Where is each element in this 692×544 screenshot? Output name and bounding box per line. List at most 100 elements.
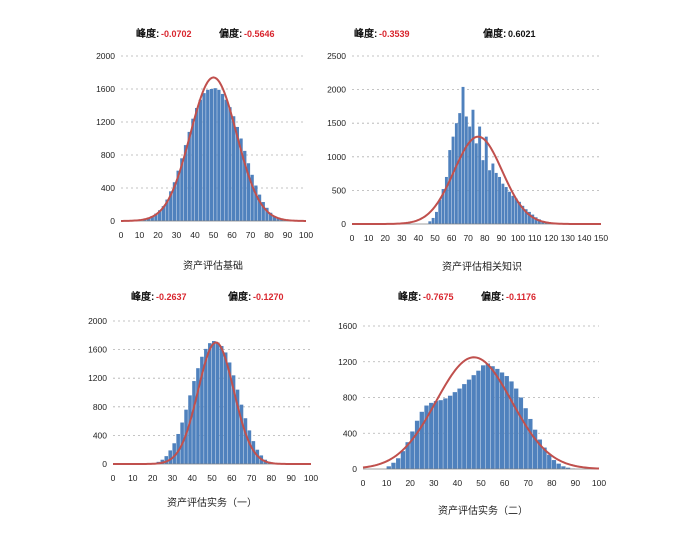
- histogram-bar: [187, 131, 191, 221]
- y-tick-label: 400: [101, 183, 115, 193]
- histogram-bar: [202, 93, 206, 221]
- y-tick-label: 1600: [96, 84, 115, 94]
- y-tick-label: 1200: [96, 117, 115, 127]
- x-axis-label: 资产评估基础: [183, 259, 243, 272]
- histogram-bar: [490, 366, 495, 469]
- x-tick-label: 40: [190, 230, 200, 240]
- histogram-bar: [168, 450, 172, 464]
- x-tick-label: 20: [380, 233, 390, 243]
- skewness-value: 0.6021: [508, 29, 536, 39]
- histogram-bar: [165, 199, 169, 221]
- x-axis-label: 资产评估实务（一）: [167, 496, 257, 509]
- x-tick-label: 0: [119, 230, 124, 240]
- skewness-value: -0.1176: [506, 292, 536, 302]
- x-tick-label: 90: [283, 230, 293, 240]
- histogram-bar: [504, 376, 509, 469]
- histogram-bar: [419, 411, 424, 469]
- histogram-bar: [223, 352, 228, 464]
- histogram-bar: [213, 88, 217, 221]
- x-tick-label: 100: [304, 473, 318, 483]
- kurtosis-value: -0.2637: [156, 292, 187, 302]
- histogram-bar: [534, 217, 538, 224]
- histogram-bar: [254, 185, 258, 221]
- x-tick-label: 80: [480, 233, 490, 243]
- chart-panel-1: 峰度: -0.0702 偏度: -0.5646 0 400 800 1200 1600 2000 0…: [96, 27, 313, 272]
- y-tick-label: 2000: [96, 51, 115, 61]
- histogram-bar: [428, 221, 432, 224]
- histogram-bar: [231, 375, 236, 464]
- histogram-bar: [246, 163, 251, 221]
- y-tick-label: 0: [110, 216, 115, 226]
- histogram-bar: [196, 368, 200, 464]
- histogram-bar: [504, 187, 508, 224]
- histogram-bar: [501, 183, 505, 224]
- y-tick-label: 0: [352, 464, 357, 474]
- x-tick-label: 70: [463, 233, 473, 243]
- skewness-label: 偏度:: [228, 290, 251, 303]
- histogram-bar: [457, 388, 462, 469]
- histogram-bar: [435, 211, 438, 224]
- histogram-bar: [521, 205, 525, 224]
- histogram-bar: [468, 126, 472, 224]
- y-tick-label: 1200: [338, 357, 357, 367]
- histogram-bar: [265, 207, 269, 221]
- normal-curve: [362, 356, 600, 470]
- histogram-bar: [198, 99, 202, 221]
- kurtosis-value: -0.0702: [161, 29, 192, 39]
- histogram-bar: [188, 395, 192, 464]
- x-tick-label: 80: [267, 473, 277, 483]
- histogram-bar: [531, 214, 535, 224]
- kurtosis-value: -0.3539: [379, 29, 410, 39]
- x-tick-label: 20: [405, 478, 415, 488]
- x-tick-label: 110: [528, 233, 542, 243]
- histogram-bar: [200, 356, 204, 464]
- histogram-bar: [466, 379, 472, 469]
- histogram-bar: [495, 368, 500, 469]
- histogram-bar: [541, 221, 545, 224]
- histogram-bar: [471, 375, 476, 469]
- x-tick-label: 120: [544, 233, 558, 243]
- histogram-bar: [441, 189, 445, 224]
- x-tick-label: 90: [497, 233, 507, 243]
- histogram-bar: [451, 136, 455, 224]
- histogram-bar: [220, 93, 225, 221]
- x-tick-label: 100: [299, 230, 313, 240]
- x-tick-label: 90: [286, 473, 296, 483]
- x-tick-label: 10: [128, 473, 138, 483]
- histogram-bar: [247, 430, 252, 464]
- x-tick-label: 130: [561, 233, 575, 243]
- x-tick-label: 30: [168, 473, 178, 483]
- histogram-bar: [195, 107, 199, 221]
- x-tick-label: 60: [447, 233, 457, 243]
- histogram-bar: [447, 395, 453, 469]
- histogram-bar: [518, 397, 524, 469]
- x-tick-label: 30: [397, 233, 407, 243]
- histogram-bar: [161, 206, 165, 221]
- x-tick-label: 50: [430, 233, 440, 243]
- kurtosis-value: -0.7675: [423, 292, 454, 302]
- normal-curve: [120, 76, 307, 222]
- histogram-bar: [172, 443, 176, 464]
- histogram-bar: [528, 418, 533, 469]
- histogram-bar: [537, 439, 542, 469]
- x-tick-label: 50: [207, 473, 217, 483]
- histogram-bar: [227, 362, 232, 464]
- histogram-bar: [511, 195, 515, 224]
- skewness-value: -0.1270: [253, 292, 284, 302]
- histogram-bar: [494, 172, 498, 224]
- histogram-bar: [485, 363, 491, 469]
- histogram-bar: [429, 402, 434, 469]
- chart-panel-2: 峰度: -0.3539 偏度: 0.6021 0 500 1000 1500 2000 2500 0…: [327, 27, 608, 273]
- histogram-bar: [191, 118, 195, 221]
- histogram-bar: [561, 466, 566, 469]
- histogram-bar: [481, 365, 486, 469]
- x-tick-label: 10: [382, 478, 392, 488]
- y-tick-label: 1500: [327, 118, 346, 128]
- histogram-bar: [219, 346, 224, 464]
- histogram-bar: [464, 116, 468, 224]
- histogram-bar: [518, 201, 521, 224]
- y-tick-label: 1200: [88, 373, 107, 383]
- x-tick-label: 100: [511, 233, 525, 243]
- histogram-bar: [209, 89, 214, 221]
- histogram-bar: [176, 170, 180, 221]
